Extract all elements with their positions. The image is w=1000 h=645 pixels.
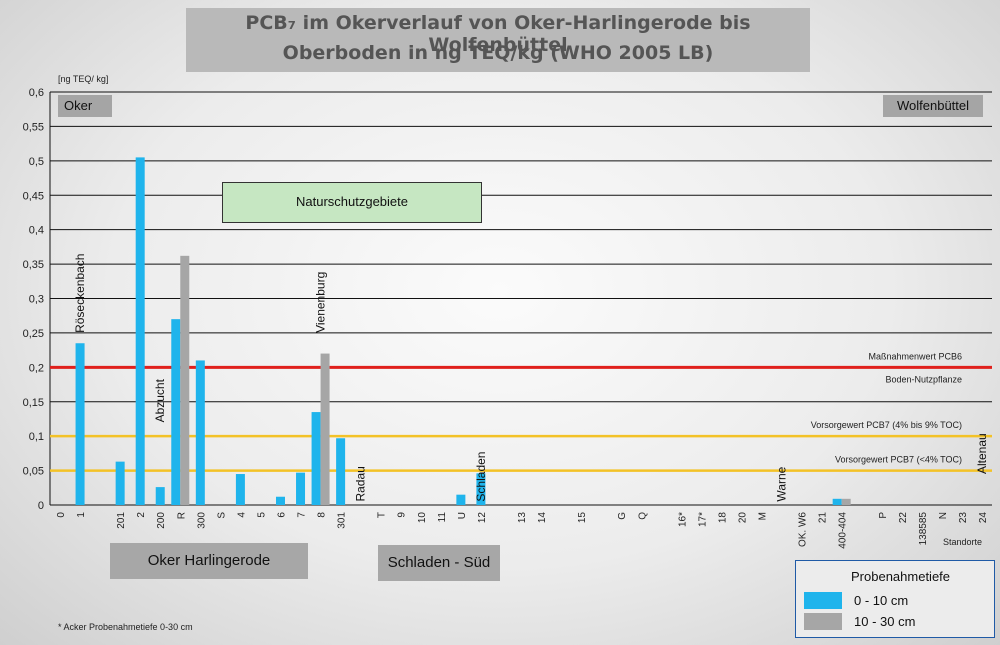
nature-reserve-box: Naturschutzgebiete [222,182,482,223]
x-tick-label: Q [637,512,648,520]
y-tick-label: 0,4 [29,225,44,237]
x-tick-label: 9 [397,512,408,518]
x-tick-label: 15 [577,512,588,524]
annotation-label: Abzucht [153,378,167,422]
x-tick-label: 18 [717,512,728,524]
region-oker-harlingerode: Oker Harlingerode [110,543,308,579]
y-tick-label: 0 [38,500,44,512]
bar [115,461,125,505]
y-tick-label: 0,3 [29,294,44,306]
x-tick-label: 300 [196,512,207,529]
legend: Probenahmetiefe 0 - 10 cm 10 - 30 cm [795,560,995,638]
x-tick-label: 10 [417,512,428,524]
label-wolfenbuettel: Wolfenbüttel [883,95,983,117]
reference-line-label: Vorsorgewert PCB7 (4% bis 9% TOC) [811,420,962,430]
annotation-label: Altenau [975,433,989,474]
x-tick-label: 201 [116,512,127,529]
x-tick-label: 200 [156,512,167,529]
y-tick-label: 0,5 [29,156,44,168]
x-tick-label: 17* [697,512,708,527]
x-tick-label: 1 [76,512,87,518]
bar [320,353,330,505]
y-tick-label: 0,1 [29,431,44,443]
bar [832,498,842,505]
x-tick-label: 6 [276,512,287,518]
legend-swatch-10-30 [804,613,842,630]
title-box [186,8,810,72]
x-tick-label: 23 [958,512,969,524]
annotation-label: Vienenburg [314,272,328,333]
x-axis-title: Standorte [943,537,982,547]
bar [155,487,165,505]
bar [195,360,205,505]
x-tick-label: U [457,512,468,519]
y-tick-label: 0,15 [23,397,44,409]
x-tick-label: 301 [337,512,348,529]
x-tick-label: S [216,512,227,519]
bar [336,438,346,505]
annotation-label: Warne [775,466,789,501]
region-schladen-sued: Schladen - Süd [378,545,500,581]
x-tick-label: 24 [978,512,989,524]
y-tick-label: 0,25 [23,328,44,340]
legend-title: Probenahmetiefe [851,569,951,584]
legend-label-0-10: 0 - 10 cm [854,593,909,608]
bar [456,494,466,505]
x-tick-label: 16* [677,512,688,527]
y-tick-label: 0,35 [23,259,44,271]
bar [841,498,851,505]
y-axis-unit-label: [ng TEQ/ kg] [58,74,109,84]
x-tick-label: G [617,512,628,520]
label-oker: Oker [58,95,112,117]
chart-title-line1: PCB₇ im Okerverlauf von Oker-Harlingerod… [245,12,751,56]
x-tick-label: 5 [256,512,267,518]
x-tick-label: 14 [537,512,548,524]
y-tick-label: 0,55 [23,121,44,133]
x-tick-label: 22 [898,512,909,524]
x-tick-label: T [377,512,388,518]
y-tick-label: 0,45 [23,190,44,202]
x-tick-label: P [878,512,889,519]
x-tick-label: 0 [56,512,67,518]
reference-line-label: Vorsorgewert PCB7 (<4% TOC) [835,455,962,465]
bar [296,472,306,505]
annotation-label: Radau [354,466,368,501]
bar [275,496,285,505]
reference-line-label: Boden-Nutzpflanze [885,374,962,384]
y-tick-label: 0,05 [23,466,44,478]
legend-label-10-30: 10 - 30 cm [854,614,916,629]
bar [235,474,245,505]
x-tick-label: 2 [136,512,147,518]
legend-swatch-0-10 [804,592,842,609]
bar [180,255,190,505]
x-tick-label: OK. W6 [798,512,809,547]
x-tick-label: 8 [317,512,328,518]
y-tick-label: 0,2 [29,362,44,374]
x-tick-label: 21 [818,512,829,524]
x-tick-label: N [938,512,949,519]
reference-line-label: Maßnahmenwert PCB6 [868,351,962,361]
annotation-label: Röseckenbach [73,254,87,333]
bar [135,157,145,505]
y-tick-label: 0,6 [29,87,44,99]
annotation-label: Schladen [474,452,488,502]
x-tick-label: 400-404 [838,512,849,549]
x-tick-label: 20 [737,512,748,524]
x-tick-label: 7 [297,512,308,518]
bar [75,343,85,505]
x-tick-label: 12 [477,512,488,524]
chart-title-line2: Oberboden in ng TEQ/kg (WHO 2005 LB) [282,42,714,64]
bar [171,319,181,505]
x-tick-label: 13 [517,512,528,524]
x-tick-label: 138585 [918,512,929,546]
x-tick-label: 4 [236,512,247,518]
footnote: * Acker Probenahmetiefe 0-30 cm [58,622,193,632]
x-tick-label: 11 [437,512,448,523]
bar [476,473,486,505]
x-tick-label: R [176,512,187,519]
x-tick-label: M [758,512,769,520]
bar [311,412,321,505]
